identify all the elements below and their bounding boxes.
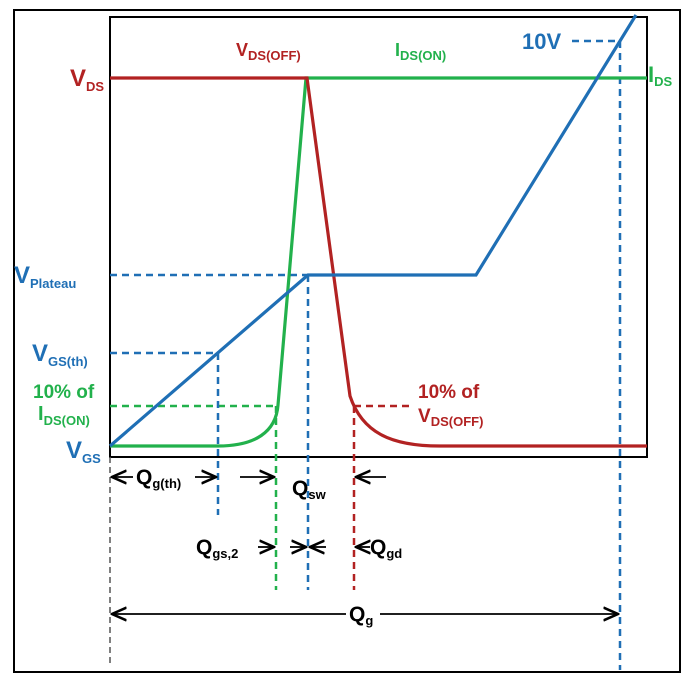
- outer-frame: [13, 9, 681, 673]
- ten-pct-vds-label-line1: 10% of: [418, 382, 480, 403]
- qgth-label-bg: [133, 462, 195, 490]
- qg-label: Qg: [349, 603, 373, 628]
- plot-box: [109, 16, 648, 458]
- vds-curve: [110, 76, 647, 448]
- vds-off-top-label: VDS(OFF): [236, 40, 301, 63]
- ids-right-label: IDS: [648, 62, 673, 89]
- ten-v-label: 10V: [522, 29, 561, 54]
- qgth-label: Qg(th): [136, 466, 181, 491]
- qgs2-label: Qgs,2: [196, 536, 238, 561]
- vgs-left-label: VGS: [66, 437, 101, 466]
- qgd-label: Qgd: [370, 536, 402, 561]
- vgs-curve: [108, 14, 638, 448]
- vplateau-label: VPlateau: [14, 262, 76, 291]
- ten-pct-ids-label-line1: 10% of: [33, 382, 95, 403]
- vds-left-label: VDS: [70, 65, 104, 94]
- ids-curve: [110, 76, 647, 448]
- ten-pct-ids-label-line2: IDS(ON): [38, 403, 90, 428]
- qg-label-bg: [346, 600, 380, 630]
- vgsth-label: VGS(th): [32, 340, 88, 369]
- qsw-label: Qsw: [292, 477, 327, 502]
- ten-pct-vds-label-line2: VDS(OFF): [418, 406, 483, 429]
- ids-on-top-label: IDS(ON): [395, 40, 446, 63]
